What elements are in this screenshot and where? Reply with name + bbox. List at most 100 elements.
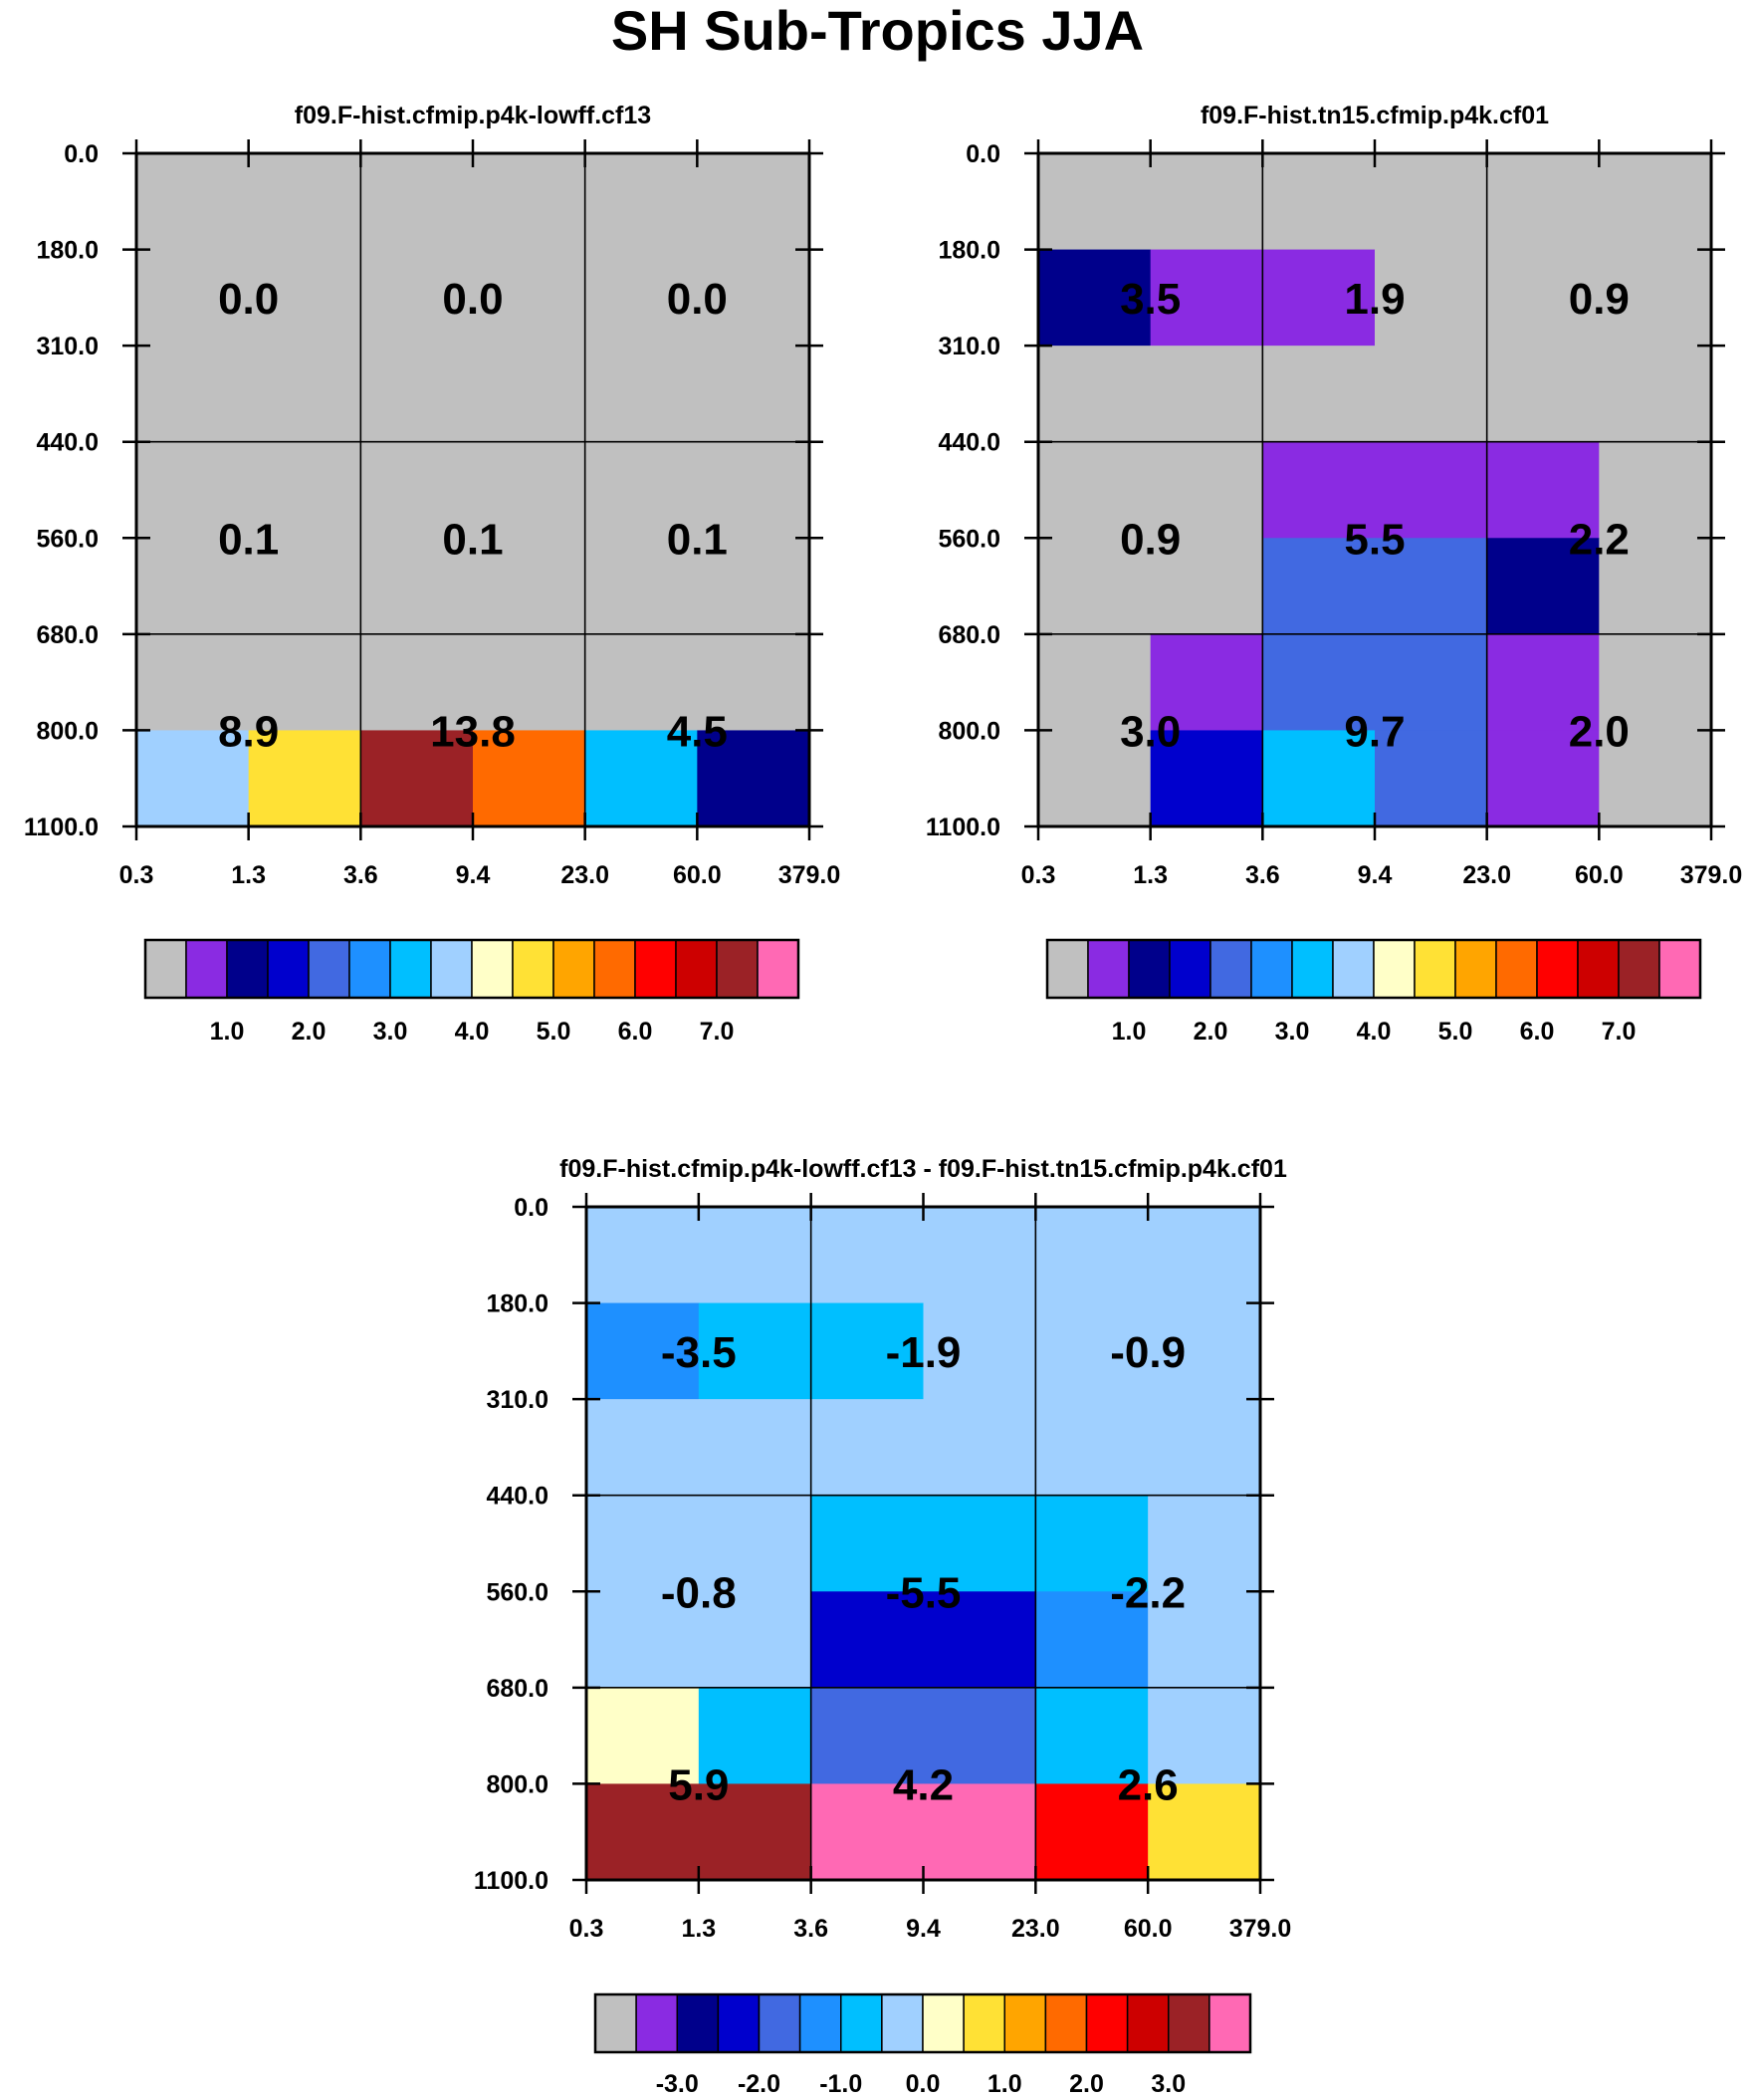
x-tick-label: 379.0 (1680, 861, 1743, 889)
heatmap-cell (136, 346, 250, 443)
colorbar-box (963, 1993, 1005, 2053)
cell-value-label: 2.2 (1569, 515, 1630, 564)
heatmap-cell (810, 1783, 925, 1881)
heatmap-cell (1486, 153, 1600, 251)
cell-value-label: -3.5 (661, 1328, 737, 1377)
colorbar: 1.0 2.0 3.0 4.0 5.0 6.0 7.0 (1045, 938, 1702, 1046)
heatmap-cell (698, 1207, 812, 1304)
x-tick-label: 23.0 (1011, 1915, 1060, 1943)
y-tick-label: 680.0 (36, 621, 99, 649)
colorbar-box (471, 939, 514, 999)
colorbar-box (1618, 939, 1660, 999)
panel-title: f09.F-hist.cfmip.p4k-lowff.cf13 - f09.F-… (559, 1155, 1287, 1183)
heatmap-cell (1375, 441, 1488, 539)
cell-value-label: 0.9 (1120, 515, 1181, 564)
colorbar-box (716, 939, 759, 999)
x-tick-label: 60.0 (1124, 1915, 1173, 1943)
heatmap-cell (1035, 1495, 1149, 1592)
y-tick-label: 0.0 (514, 1194, 548, 1222)
heatmap-cell (1262, 441, 1376, 539)
cell-value-label: 0.1 (218, 515, 279, 564)
heatmap-cell (473, 249, 586, 347)
colorbar-frame (143, 938, 800, 1000)
x-tick-label: 379.0 (1229, 1915, 1292, 1943)
heatmap-cell (1599, 153, 1712, 251)
heatmap-cell (586, 1399, 700, 1497)
heatmap-cell (1375, 538, 1488, 635)
heatmap-cell (697, 441, 810, 539)
heatmap-cell (1038, 441, 1152, 539)
heatmap-cell (1035, 1399, 1149, 1497)
x-tick-label: 9.4 (1358, 861, 1393, 889)
y-tick-label: 1100.0 (24, 814, 99, 841)
y-tick-label: 1100.0 (926, 814, 1000, 841)
chart-panel-1: f09.F-hist.cfmip.p4k-lowff.cf13 0.0 0.0 0.0… (24, 102, 840, 1046)
heatmap-cell (136, 441, 250, 539)
heatmap-cell (360, 730, 474, 827)
colorbar-frame (593, 1992, 1252, 2054)
y-tick-label: 800.0 (486, 1770, 548, 1798)
heatmap-cell (1262, 730, 1376, 827)
heatmap-cell (697, 730, 810, 827)
cell-value-label: 2.0 (1569, 707, 1630, 756)
colorbar-box (758, 1993, 801, 2053)
heatmap-cell (923, 1783, 1036, 1881)
heatmap-cell (810, 1399, 925, 1497)
colorbar-label: -3.0 (656, 2070, 699, 2098)
heatmap-cell (584, 730, 698, 827)
heatmap-cell (586, 1591, 700, 1689)
colorbar-label: 3.0 (373, 1018, 408, 1046)
heatmap-cell (473, 633, 586, 732)
heatmap-cell (1148, 1687, 1261, 1785)
heatmap-cell (697, 153, 810, 251)
cell-value-label: 8.9 (218, 707, 279, 756)
x-tick-label: 0.3 (569, 1915, 604, 1943)
heatmap-cell (698, 1783, 812, 1881)
colorbar-box (634, 939, 677, 999)
heatmap-cell (923, 1399, 1036, 1497)
colorbar-box (512, 939, 554, 999)
heatmap-cell (473, 538, 586, 635)
heatmap-cell (698, 1302, 812, 1400)
heatmap-cell (473, 730, 586, 827)
colorbar-box (552, 939, 595, 999)
y-tick-label: 800.0 (36, 717, 99, 745)
heatmap-cell (923, 1687, 1036, 1785)
colorbar-box (1495, 939, 1538, 999)
heatmap-cell (584, 441, 698, 539)
heatmap-cell (1599, 249, 1712, 347)
heatmap-cell (360, 153, 474, 251)
x-tick-label: 3.6 (343, 861, 378, 889)
heatmap-cell (1262, 346, 1376, 443)
page-title: SH Sub-Tropics JJA (610, 0, 1145, 62)
heatmap-cell (1038, 730, 1152, 827)
heatmap-cell (136, 538, 250, 635)
colorbar-label: 7.0 (1602, 1018, 1637, 1046)
heatmap-cell (1486, 346, 1600, 443)
heatmap-cell (1262, 633, 1376, 732)
heatmap-cell (1035, 1207, 1149, 1304)
heatmap-cell (1038, 633, 1152, 732)
heatmap-cell (923, 1207, 1036, 1304)
cell-value-label: 9.7 (1344, 707, 1405, 756)
colorbar-label: 7.0 (700, 1018, 735, 1046)
heatmap-cell (1599, 441, 1712, 539)
y-tick-label: 560.0 (36, 525, 99, 553)
y-tick-label: 0.0 (64, 140, 99, 168)
heatmap-cell (1486, 538, 1600, 635)
cell-value-label: -5.5 (886, 1568, 962, 1617)
heatmap-cell (923, 1591, 1036, 1689)
heatmap-cell (810, 1591, 925, 1689)
colorbar-box (594, 1993, 637, 2053)
heatmap-cell (1375, 633, 1488, 732)
heatmap-cell (1262, 249, 1376, 347)
heatmap-cell (1599, 538, 1712, 635)
heatmap-cell (698, 1687, 812, 1785)
heatmap-cell (1486, 249, 1600, 347)
y-tick-label: 560.0 (938, 525, 1000, 553)
heatmap-cell (1035, 1591, 1149, 1689)
heatmap-cell (586, 1783, 700, 1881)
x-tick-label: 60.0 (1575, 861, 1624, 889)
heatmap-cell (248, 346, 361, 443)
colorbar-box (922, 1993, 965, 2053)
